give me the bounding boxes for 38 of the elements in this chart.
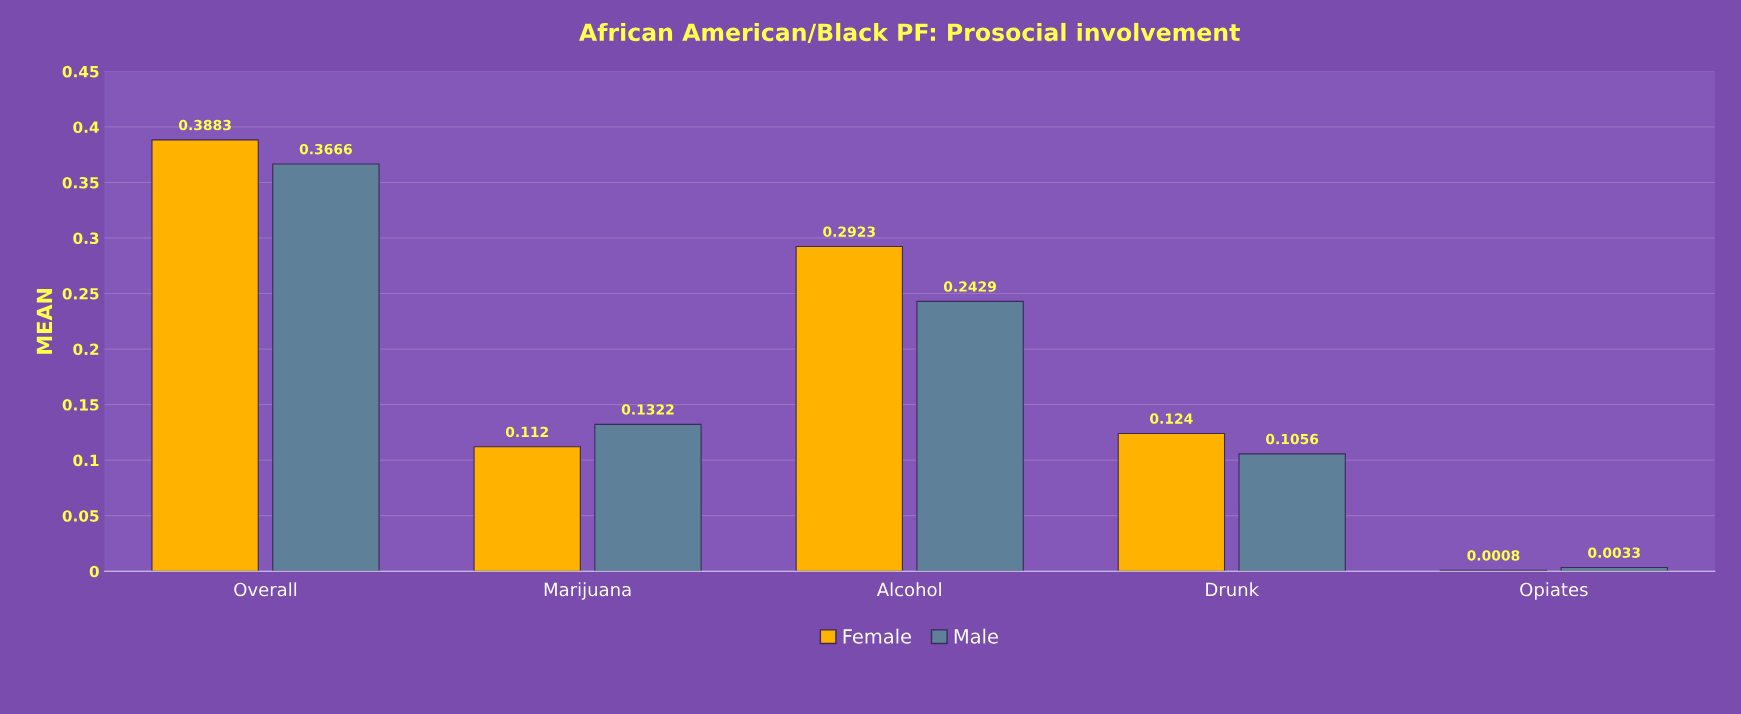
bar [1560,566,1668,572]
data-label: 0.3883 [178,119,231,131]
bar [594,423,702,572]
x-tick-label: Overall [234,582,297,597]
data-label: 0.1322 [621,404,674,415]
bar [1117,432,1226,572]
y-tick-label: 0.25 [62,288,99,300]
bar [916,300,1024,572]
legend-label: Male [954,628,998,644]
x-tick-label: Opiates [1520,582,1588,600]
legend-label: Female [843,628,912,644]
bar [795,245,903,572]
y-tick-label: 0.2 [73,343,99,356]
data-label: 0.112 [505,426,548,438]
y-tick-label: 0.1 [73,454,99,467]
data-label: 0.0033 [1588,547,1640,558]
y-tick-label: 0.15 [62,399,99,411]
data-label: 0.3666 [299,143,352,155]
y-tick-label: 0.45 [62,65,99,78]
data-label: 0.2429 [943,281,996,292]
x-tick-label: Drunk [1206,582,1260,597]
y-tick-label: 0.3 [73,232,99,245]
bar [151,139,259,572]
y-tick-label: 0.35 [62,176,99,189]
data-label: 0.124 [1150,413,1193,424]
data-label: 0.1056 [1266,433,1319,445]
bar [1238,453,1346,572]
x-tick-label: Marijuana [544,582,631,600]
y-axis-title: MEAN [36,288,53,354]
x-tick-label: Alcohol [876,582,941,597]
y-tick-label: 0.05 [62,510,99,522]
y-tick-label: 0.4 [73,121,99,133]
chart-title: African American/Black PF: Prosocial involvement [579,22,1240,44]
bar [473,446,581,572]
data-label: 0.2923 [823,226,875,237]
data-label: 0.0008 [1467,550,1520,561]
y-tick-label: 0 [89,565,99,578]
bar [272,163,380,572]
